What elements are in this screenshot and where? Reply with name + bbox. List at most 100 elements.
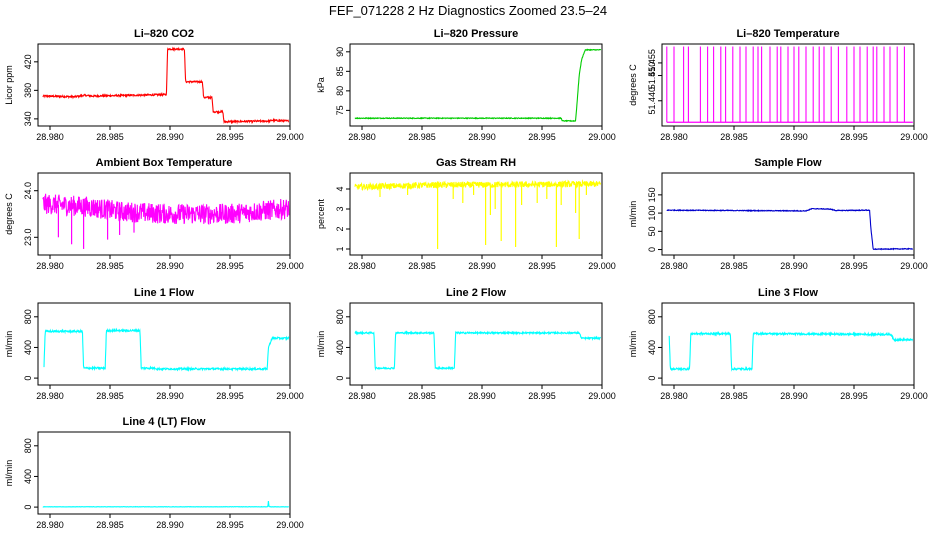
y-tick-label: 340 — [23, 111, 33, 126]
plot-frame — [661, 43, 915, 127]
y-tick-label: 0 — [23, 376, 33, 381]
x-tick-label: 28.995 — [216, 520, 244, 530]
x-tick-label: 28.980 — [660, 132, 688, 142]
x-tick-label: 29.000 — [588, 261, 616, 271]
x-tick-label: 28.995 — [840, 261, 868, 271]
x-tick-label: 29.000 — [900, 132, 928, 142]
x-tick-label: 28.985 — [408, 391, 436, 401]
plot-frame — [661, 302, 915, 386]
y-axis-label: kPa — [316, 77, 326, 93]
y-tick-label: 50 — [647, 226, 657, 236]
series-sample-flow — [666, 207, 914, 251]
x-tick-label: 28.980 — [348, 391, 376, 401]
y-axis: 340 380 420 — [23, 54, 38, 126]
series-line — [354, 48, 602, 123]
y-tick-label: 2 — [335, 226, 345, 231]
series-line — [354, 179, 602, 192]
panel-title: Line 2 Flow — [446, 287, 506, 299]
panel-title: Li–820 Temperature — [736, 28, 839, 40]
x-tick-label: 29.000 — [276, 520, 304, 530]
series-gas-stream-rh — [354, 179, 602, 249]
x-tick-label: 28.990 — [156, 261, 184, 271]
x-tick-label: 29.000 — [276, 132, 304, 142]
plot-frame — [349, 172, 603, 256]
y-axis-label: ml/min — [316, 331, 326, 358]
x-tick-label: 28.985 — [96, 520, 124, 530]
y-tick-label: 100 — [647, 206, 657, 221]
x-axis: 28.980 28.985 28.990 28.995 29.000 — [36, 385, 304, 401]
y-axis: 0 400 800 — [23, 309, 38, 381]
x-tick-label: 28.990 — [468, 391, 496, 401]
x-axis: 28.980 28.985 28.990 28.995 29.000 — [348, 255, 616, 271]
y-axis: 23.0 24.0 — [23, 182, 38, 246]
x-axis: 28.980 28.985 28.990 28.995 29.000 — [660, 385, 928, 401]
y-tick-label: 51.440 — [647, 87, 657, 115]
series-line — [666, 207, 914, 251]
y-tick-label: 0 — [23, 505, 33, 510]
x-axis: 28.980 28.985 28.990 28.995 29.000 — [660, 255, 928, 271]
x-tick-label: 28.995 — [216, 391, 244, 401]
panel-title: Ambient Box Temperature — [96, 157, 233, 169]
panel-title: Li–820 Pressure — [434, 28, 518, 40]
x-tick-label: 28.980 — [660, 391, 688, 401]
y-tick-label: 3 — [335, 206, 345, 211]
x-tick-label: 29.000 — [900, 391, 928, 401]
y-axis-label: percent — [316, 198, 326, 229]
x-tick-label: 28.985 — [96, 391, 124, 401]
x-tick-label: 28.980 — [348, 132, 376, 142]
series-line — [43, 327, 290, 372]
series-line-2-flow — [354, 330, 602, 371]
y-axis-label: ml/min — [628, 201, 638, 228]
y-tick-label: 800 — [647, 309, 657, 324]
panel-title: Line 4 (LT) Flow — [123, 416, 206, 428]
y-tick-label: 80 — [335, 86, 345, 96]
x-tick-label: 28.980 — [36, 261, 64, 271]
y-tick-label: 800 — [23, 309, 33, 324]
x-tick-label: 28.985 — [720, 261, 748, 271]
y-axis: 1 2 3 4 — [335, 186, 350, 252]
y-tick-label: 0 — [647, 376, 657, 381]
y-tick-label: 23.0 — [23, 229, 33, 247]
x-tick-label: 28.980 — [36, 132, 64, 142]
x-tick-label: 28.985 — [720, 391, 748, 401]
y-tick-label: 4 — [335, 186, 345, 191]
y-tick-label: 0 — [647, 247, 657, 252]
y-tick-label: 150 — [647, 187, 657, 202]
x-tick-label: 28.990 — [468, 261, 496, 271]
y-tick-label: 800 — [335, 309, 345, 324]
y-tick-label: 400 — [23, 340, 33, 355]
y-axis-label: Licor ppm — [4, 65, 14, 105]
y-axis: 75 80 85 90 — [335, 47, 350, 115]
y-tick-label: 400 — [335, 340, 345, 355]
y-tick-label: 85 — [335, 66, 345, 76]
x-tick-label: 28.995 — [840, 132, 868, 142]
panel-title: Line 3 Flow — [758, 287, 818, 299]
x-axis: 28.980 28.985 28.990 28.995 29.000 — [36, 255, 304, 271]
y-tick-label: 800 — [23, 438, 33, 453]
panel-title: Gas Stream RH — [436, 157, 516, 169]
x-tick-label: 29.000 — [276, 261, 304, 271]
y-tick-label: 1 — [335, 246, 345, 251]
x-tick-label: 28.980 — [660, 261, 688, 271]
series-line-1-flow — [43, 327, 290, 372]
y-tick-label: 51.455 — [647, 49, 657, 77]
x-tick-label: 28.985 — [408, 132, 436, 142]
y-axis-label: ml/min — [4, 331, 14, 358]
x-axis: 28.980 28.985 28.990 28.995 29.000 — [348, 385, 616, 401]
y-axis: 0 400 800 — [335, 309, 350, 381]
y-tick-label: 24.0 — [23, 182, 33, 200]
plot-frame — [37, 172, 291, 256]
x-tick-label: 28.990 — [468, 132, 496, 142]
series-li-820-pressure — [354, 48, 602, 123]
x-tick-label: 28.990 — [156, 391, 184, 401]
series-line — [354, 330, 602, 371]
x-tick-label: 28.995 — [840, 391, 868, 401]
